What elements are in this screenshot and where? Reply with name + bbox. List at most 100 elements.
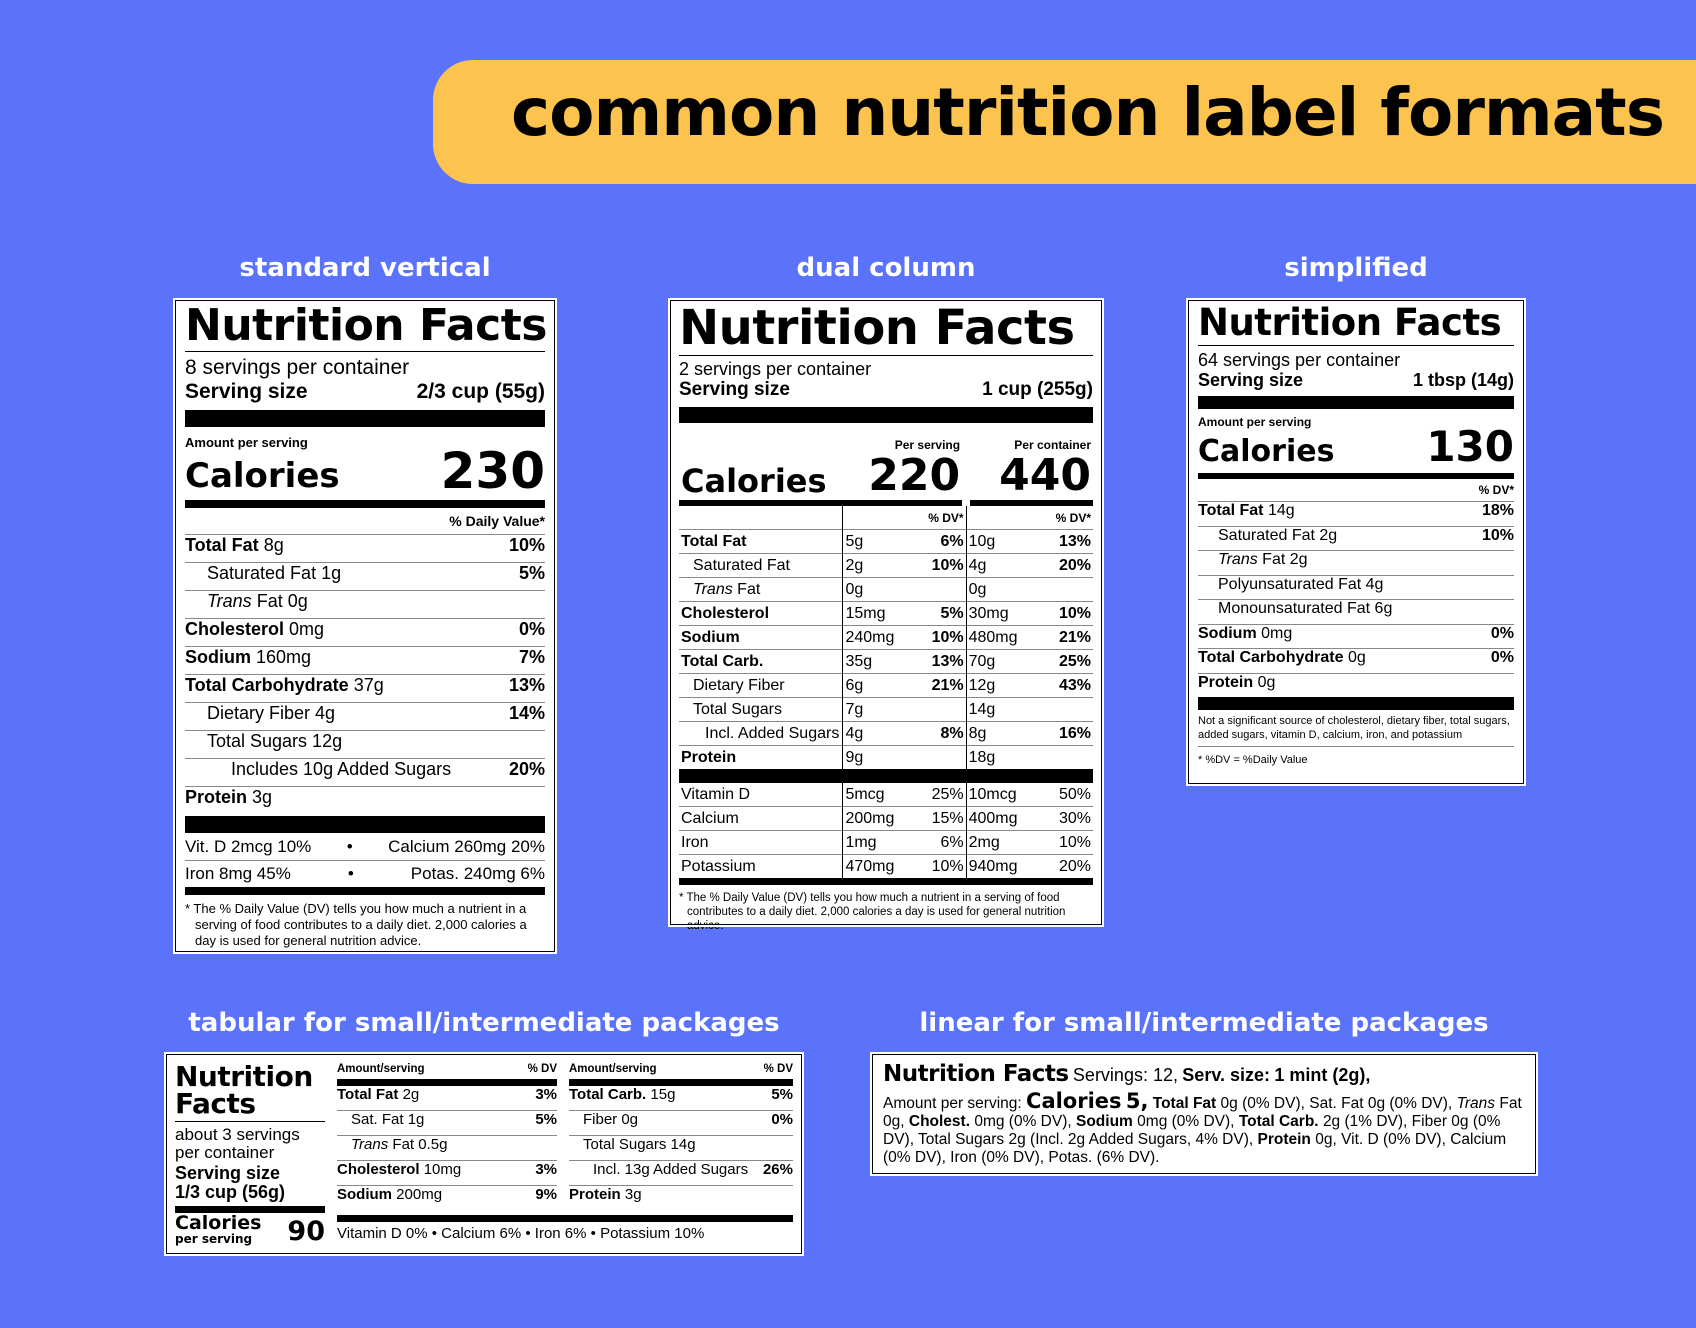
nutrient-row-cholesterol: Cholesterol 0mg 0% [185, 618, 545, 646]
tabular-row-sat-fat: Sat. Fat 1g 5% [337, 1110, 557, 1135]
label-title: Nutrition Facts [185, 300, 547, 352]
dv-header-row: % DV* % DV* [679, 503, 1093, 530]
simplified-row-total-fat: Total Fat 14g 18% [1198, 501, 1514, 526]
section-title-standard: standard vertical [239, 253, 491, 283]
tabular-label: Nutrition Facts about 3 servings per con… [164, 1052, 804, 1256]
title-banner: common nutrition label formats [433, 60, 1696, 184]
calories-value: 130 [1426, 422, 1514, 471]
linear-body: Amount per serving: Calories 5, Total Fa… [883, 1089, 1522, 1167]
dual-vitamin-row: Potassium 470mg 10% 940mg 20% [679, 854, 1093, 885]
thick-divider [679, 407, 1093, 423]
dual-vitamin-row: Calcium 200mg 15% 400mg 30% [679, 806, 1093, 831]
serving-size: Serving size 1/3 cup (56g) [175, 1163, 286, 1202]
serving-size-value: 2/3 cup (55g) [416, 380, 545, 403]
label-title: Nutrition Facts [1198, 301, 1514, 346]
calories-row: Calories Per serving 220 Per container 4… [679, 423, 1093, 506]
calories-block: Calories per serving 90 [175, 1206, 325, 1247]
tabular-column-1: Amount/serving% DV Total Fat 2g 3% Sat. F… [337, 1063, 557, 1210]
label-title: Nutrition Facts [175, 1060, 313, 1120]
thick-divider [1198, 697, 1514, 710]
serving-size-value: 1 tbsp (14g) [1412, 370, 1514, 390]
thick-divider [185, 410, 545, 427]
dual-nutrient-table: Calories Per serving 220 Per container 4… [679, 423, 1093, 885]
tabular-row-cholesterol: Cholesterol 10mg 3% [337, 1160, 557, 1185]
simplified-label: Nutrition Facts 64 servings per containe… [1186, 298, 1526, 786]
label-title: Nutrition Facts [679, 301, 1093, 356]
medium-divider [1198, 473, 1514, 479]
nutrient-row-trans-fat: Trans Fat 0g [185, 590, 545, 618]
servings-per-container: 2 servings per container [679, 359, 872, 379]
thick-divider [1198, 396, 1514, 409]
simplified-row-total-carbohydrate: Total Carbohydrate 0g 0% [1198, 648, 1514, 673]
calories-per-serving: 220 [868, 450, 961, 501]
dv-header: % DV* [1478, 483, 1514, 497]
nutrient-row-total-fat: Total Fat 8g 10% [185, 534, 545, 562]
calories-label: Calories [175, 1212, 262, 1234]
dual-row-total-carb: Total Carb. 35g 13% 70g 25% [679, 649, 1093, 674]
dual-row-dietary-fiber: Dietary Fiber 6g 21% 12g 43% [679, 673, 1093, 698]
amount-per-serving: Amount per serving [1198, 415, 1312, 429]
dual-vitamin-row: Iron 1mg 6% 2mg 10% [679, 830, 1093, 855]
dual-row-protein: Protein 9g 18g [679, 745, 1093, 783]
simplified-row-saturated-fat: Saturated Fat 2g 10% [1198, 525, 1514, 551]
dual-row-trans-fat: Trans Fat 0g 0g [679, 577, 1093, 602]
section-title-dual: dual column [796, 253, 976, 283]
dual-column-label: Nutrition Facts 2 servings per container… [668, 298, 1104, 932]
calories-label: Calories [1026, 1089, 1122, 1113]
thick-divider [185, 816, 545, 833]
dual-row-saturated-fat: Saturated Fat 2g 10% 4g 20% [679, 553, 1093, 578]
serving-size-label: Serving size [185, 380, 308, 403]
tabular-row-total-carb: Total Carb. 15g 5% [569, 1086, 793, 1103]
dual-vitamin-row: Vitamin D 5mcg 25% 10mcg 50% [679, 776, 1093, 807]
servings-per-container: 64 servings per container [1198, 350, 1401, 370]
nutrient-row-dietary-fiber: Dietary Fiber 4g 14% [185, 702, 545, 730]
calories-per-container: 440 [999, 450, 1091, 501]
tabular-row-sodium: Sodium 200mg 9% [337, 1185, 557, 1210]
section-title-tabular: tabular for small/intermediate packages [188, 1008, 780, 1038]
per-serving-header: Per serving [894, 438, 961, 452]
section-title-simplified: simplified [1284, 253, 1428, 283]
nutrient-row-total-carbohydrate: Total Carbohydrate 37g 13% [185, 674, 545, 702]
vitamin-row-1: Vit. D 2mcg 10% • Calcium 260mg 20% [185, 837, 545, 856]
dv-header: % Daily Value* [449, 513, 545, 529]
page-title: common nutrition label formats [511, 74, 1665, 151]
tabular-row-added-sugars: Incl. 13g Added Sugars 26% [569, 1160, 793, 1185]
footnote: * The % Daily Value (DV) tells you how m… [185, 901, 527, 948]
nutrient-row-protein: Protein 3g [185, 786, 545, 814]
footnote: * The % Daily Value (DV) tells you how m… [679, 892, 1066, 932]
simplified-row-sodium: Sodium 0mg 0% [1198, 623, 1514, 649]
serving-size-label: Serving size [679, 379, 790, 400]
nutrient-list: Total Fat 8g 10% Saturated Fat 1g 5% Trans… [185, 534, 545, 814]
medium-divider [185, 887, 545, 895]
serving-size-label: Serving size [1198, 370, 1304, 390]
standard-vertical-label: Nutrition Facts 8 servings per container… [173, 298, 557, 954]
tabular-row-total-fat: Total Fat 2g 3% [337, 1086, 557, 1103]
dual-row-cholesterol: Cholesterol 15mg 5% 30mg 10% [679, 601, 1093, 626]
dual-row-total-fat: Total Fat 5g 6% 10g 13% [679, 529, 1093, 554]
column-header: Amount/serving% DV [337, 1063, 557, 1086]
per-serving-label: per serving [175, 1232, 253, 1246]
tabular-row-fiber: Fiber 0g 0% [569, 1110, 793, 1135]
calories-label: Calories [679, 423, 846, 506]
tabular-row-trans-fat: Trans Fat 0.5g [337, 1135, 557, 1160]
simplified-row-polyunsaturated: Polyunsaturated Fat 4g [1198, 574, 1514, 600]
nutrient-row-sodium: Sodium 160mg 7% [185, 646, 545, 674]
nutrient-row-total-sugars: Total Sugars 12g [185, 730, 545, 758]
nutrient-row-added-sugars: Includes 10g Added Sugars 20% [185, 758, 545, 786]
calories-label: Calories [185, 456, 340, 496]
label-title: Nutrition Facts [883, 1061, 1069, 1087]
section-title-linear: linear for small/intermediate packages [919, 1008, 1489, 1038]
calories-value: 90 [287, 1216, 325, 1247]
tabular-column-2: Amount/serving% DV Total Carb. 15g 5% Fib… [569, 1063, 793, 1210]
tabular-vitamins: Vitamin D 0% • Calcium 6% • Iron 6% • Po… [337, 1215, 793, 1246]
linear-label: Nutrition Facts Servings: 12, Serv. size… [870, 1052, 1538, 1176]
tabular-row-total-sugars: Total Sugars 14g [569, 1135, 793, 1160]
serving-size-value: 1 cup (255g) [982, 379, 1093, 400]
linear-header: Nutrition Facts Servings: 12, Serv. size… [883, 1061, 1371, 1087]
servings-per-container: 8 servings per container [185, 356, 410, 379]
footnote: * %DV = %Daily Value [1198, 754, 1308, 766]
medium-divider [185, 500, 545, 508]
simplified-row-trans-fat: Trans Fat 2g [1198, 550, 1514, 575]
dual-row-sodium: Sodium 240mg 10% 480mg 21% [679, 625, 1093, 650]
calories-value: 5, [1125, 1089, 1149, 1113]
